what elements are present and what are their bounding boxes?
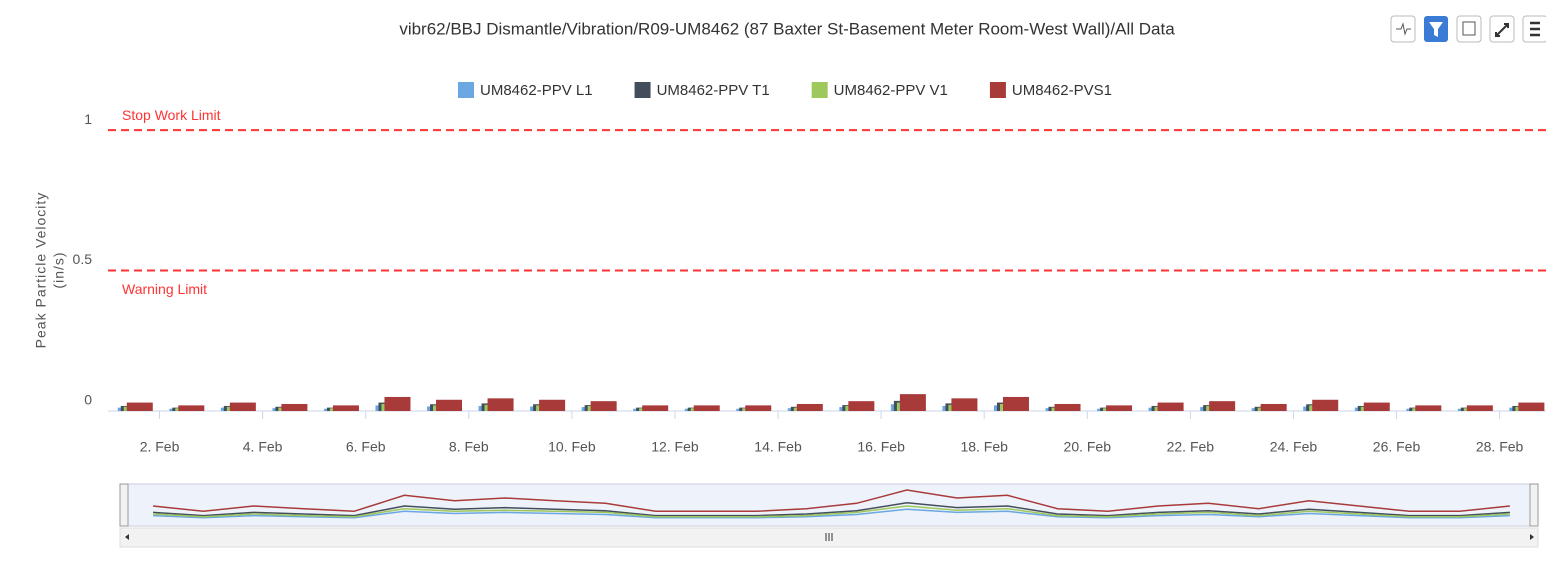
icon <box>1530 21 1540 37</box>
y-tick-label: 1 <box>84 111 92 127</box>
bar <box>590 401 617 411</box>
x-tick-label: 4. Feb <box>243 439 283 455</box>
bar <box>1054 403 1081 411</box>
bar <box>384 396 411 411</box>
scroll-grip <box>825 533 833 541</box>
x-tick-label: 28. Feb <box>1476 439 1524 455</box>
bar <box>126 402 153 411</box>
y-axis-title: Peak Particle Velocity <box>33 192 49 349</box>
bar <box>1363 402 1390 411</box>
bar <box>1415 405 1442 411</box>
x-tick-label: 26. Feb <box>1373 439 1421 455</box>
tool-button[interactable] <box>1456 15 1482 43</box>
bar <box>1260 403 1287 411</box>
bar <box>848 401 875 411</box>
legend-swatch <box>458 82 474 98</box>
x-tick-label: 20. Feb <box>1064 439 1112 455</box>
bar <box>436 399 463 411</box>
bar <box>1157 402 1184 411</box>
icon <box>1429 22 1443 37</box>
x-tick-label: 24. Feb <box>1270 439 1318 455</box>
icon <box>1396 22 1411 36</box>
bar <box>642 405 669 411</box>
bar <box>487 398 514 411</box>
chart-title: vibr62/BBJ Dismantle/Vibration/R09-UM846… <box>399 19 1175 38</box>
x-tick-label: 22. Feb <box>1167 439 1215 455</box>
bar <box>951 398 978 411</box>
bar <box>1312 399 1339 411</box>
x-tick-label: 12. Feb <box>651 439 699 455</box>
y-axis-title: (in/s) <box>51 251 67 288</box>
bar <box>796 403 823 411</box>
navigator-line <box>153 505 1510 518</box>
bar <box>693 405 720 411</box>
legend-swatch <box>811 82 828 98</box>
bar <box>178 405 205 411</box>
navigator-handle[interactable] <box>1529 483 1539 527</box>
navigator-line <box>153 502 1510 517</box>
x-tick-label: 16. Feb <box>857 439 905 455</box>
legend-swatch <box>989 82 1006 98</box>
navigator-line <box>153 508 1510 519</box>
legend-label: UM8462-PPV T1 <box>657 82 770 99</box>
y-tick-label: 0 <box>84 392 92 408</box>
icon <box>1462 21 1476 36</box>
legend-label: UM8462-PPV V1 <box>834 82 948 99</box>
icon <box>1495 23 1509 37</box>
bar <box>1466 405 1493 411</box>
bar <box>745 405 772 411</box>
y-tick-label: 0.5 <box>73 251 93 267</box>
bar <box>229 402 256 411</box>
toolbar <box>1390 15 1546 43</box>
bar <box>1106 405 1133 411</box>
bar <box>539 399 566 411</box>
bar <box>1002 396 1029 411</box>
plot-line-label: Stop Work Limit <box>122 107 221 123</box>
x-tick-label: 10. Feb <box>548 439 596 455</box>
bar <box>1209 401 1236 411</box>
legend-label: UM8462-PVS1 <box>1012 82 1112 99</box>
navigator-line <box>153 489 1510 513</box>
bar <box>899 394 926 411</box>
plot-line-label: Warning Limit <box>122 281 207 297</box>
x-tick-label: 8. Feb <box>449 439 489 455</box>
x-tick-label: 18. Feb <box>960 439 1008 455</box>
x-tick-label: 2. Feb <box>140 439 180 455</box>
navigator-handle[interactable] <box>119 483 129 527</box>
x-tick-label: 14. Feb <box>754 439 802 455</box>
x-tick-label: 6. Feb <box>346 439 386 455</box>
tool-button[interactable] <box>1390 15 1416 43</box>
legend-label: UM8462-PPV L1 <box>480 82 593 99</box>
bar <box>281 403 308 411</box>
bar <box>332 405 359 411</box>
navigator[interactable] <box>119 483 1539 527</box>
bar <box>1518 402 1545 411</box>
legend-swatch <box>634 82 651 98</box>
